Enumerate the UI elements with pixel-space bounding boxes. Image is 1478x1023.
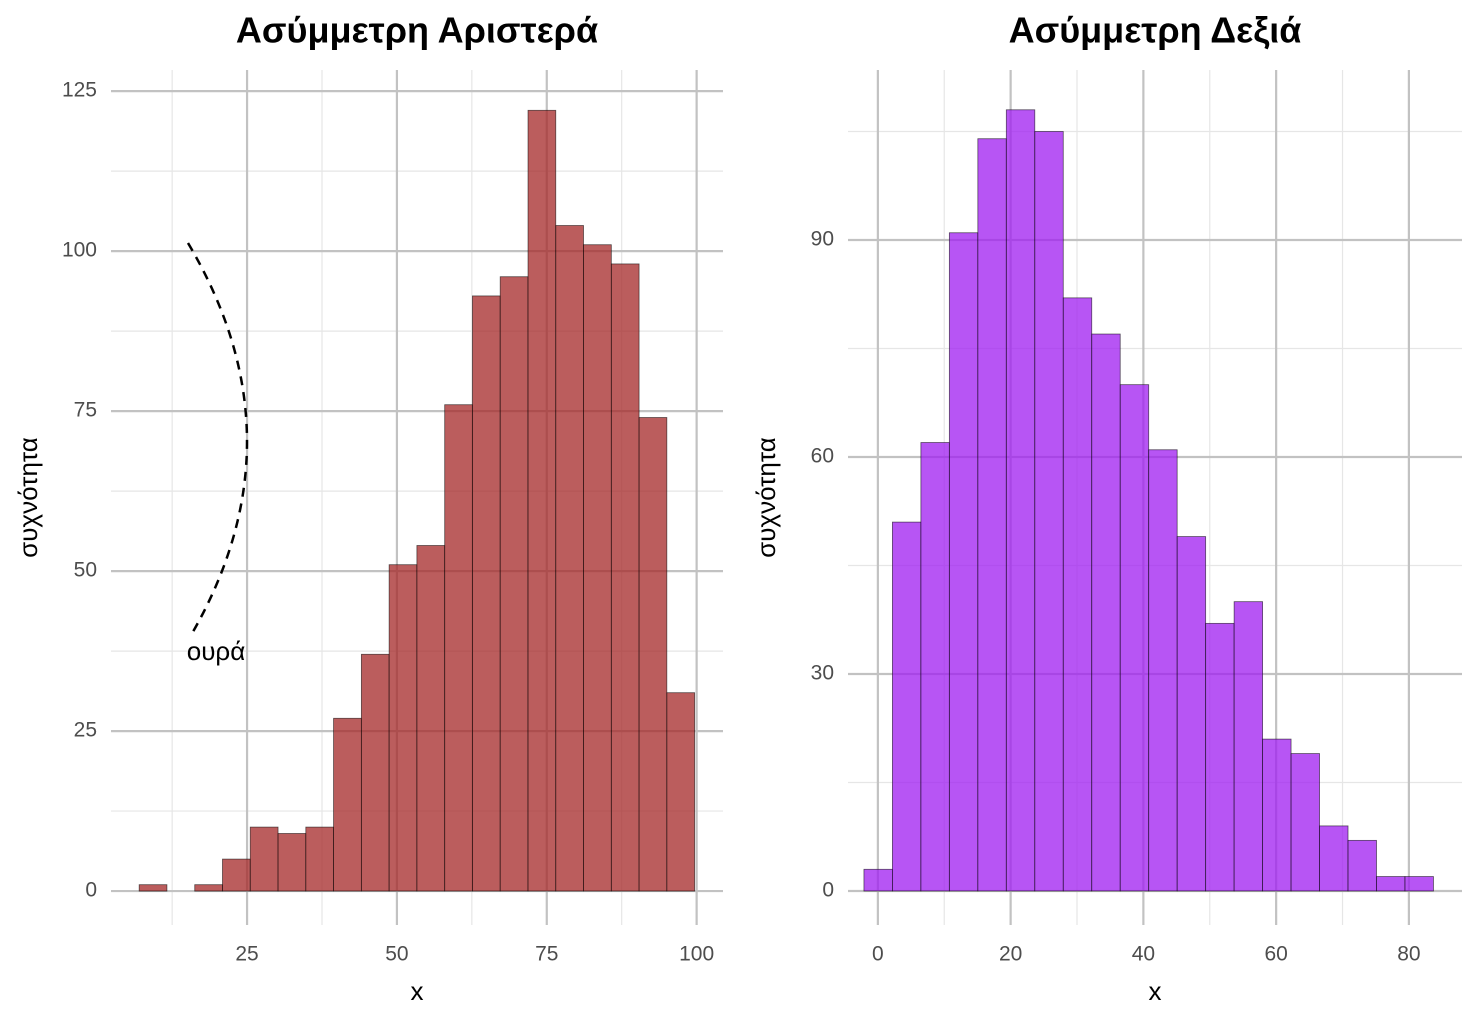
bar (610, 263, 640, 892)
bar (1119, 384, 1150, 892)
bar (277, 833, 307, 892)
bar (1404, 876, 1434, 892)
bar (222, 858, 251, 892)
bar (666, 692, 696, 892)
x-tick-label: 60 (1264, 943, 1287, 966)
y-tick-label: 0 (822, 879, 834, 902)
x-axis-label: x (1149, 976, 1162, 1006)
tail-curve (186, 242, 249, 638)
chart-title: Ασύμμετρη Δεξιά (1009, 10, 1302, 51)
bar (1005, 109, 1036, 892)
bar (1319, 825, 1349, 892)
bar (333, 717, 362, 892)
bar (138, 884, 168, 892)
x-tick-label: 50 (385, 943, 408, 966)
bar (1034, 131, 1064, 892)
bar (1091, 333, 1121, 892)
x-tick-label: 75 (535, 943, 558, 966)
y-tick-label: 0 (85, 879, 97, 902)
bar (388, 564, 418, 892)
bar (305, 826, 334, 892)
bar (948, 232, 979, 892)
x-axis-label: x (411, 976, 424, 1006)
bar (1205, 622, 1235, 892)
bar (194, 884, 223, 892)
bar (416, 545, 446, 892)
bar (555, 225, 584, 892)
bar (249, 826, 279, 892)
y-tick-label: 90 (811, 228, 834, 251)
bar (1148, 449, 1178, 892)
annotation: ουρά (187, 636, 246, 666)
y-tick-label: 60 (811, 445, 834, 468)
y-tick-label: 125 (62, 79, 97, 102)
bar (444, 404, 473, 892)
bar (499, 276, 529, 892)
bar (1376, 876, 1406, 892)
bar (1233, 601, 1263, 892)
y-axis-label: συχνότητα (751, 437, 781, 558)
y-tick-label: 75 (74, 399, 97, 422)
y-tick-label: 25 (74, 719, 97, 742)
bar (527, 109, 557, 892)
bar (1062, 297, 1093, 892)
y-axis-label: συχνότητα (13, 437, 43, 558)
bar (863, 868, 893, 892)
bar (638, 417, 668, 892)
bar (1290, 753, 1320, 892)
bar (920, 442, 950, 892)
bar (1176, 536, 1207, 892)
x-tick-label: 0 (872, 943, 884, 966)
bar (583, 244, 612, 892)
bar (472, 295, 501, 892)
bar (360, 653, 390, 892)
y-tick-label: 50 (74, 559, 97, 582)
x-tick-label: 20 (999, 943, 1022, 966)
y-tick-label: 30 (811, 662, 834, 685)
x-tick-label: 25 (235, 943, 258, 966)
chart-title: Ασύμμετρη Αριστερά (236, 10, 598, 51)
x-tick-label: 100 (679, 943, 714, 966)
bar (1262, 738, 1292, 892)
bar (892, 521, 922, 892)
bar (977, 138, 1007, 892)
x-tick-label: 40 (1132, 943, 1155, 966)
y-tick-label: 100 (62, 239, 97, 262)
x-tick-label: 80 (1397, 943, 1420, 966)
bar (1347, 839, 1377, 892)
